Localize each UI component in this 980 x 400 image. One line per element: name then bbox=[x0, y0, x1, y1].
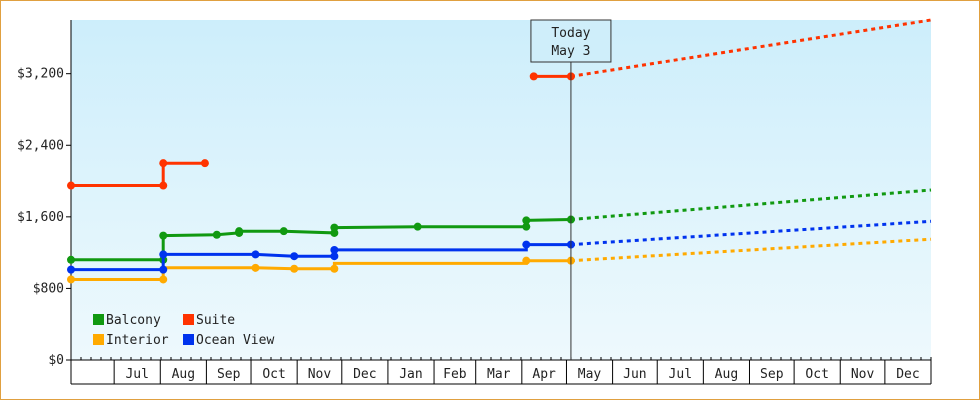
balcony-point bbox=[330, 223, 339, 232]
ocean-view-point bbox=[159, 250, 168, 259]
ocean-view-point bbox=[330, 252, 339, 261]
suite-point bbox=[67, 181, 75, 190]
x-tick-label: Oct bbox=[262, 367, 285, 382]
ocean-view-point bbox=[290, 252, 299, 261]
ocean-view-point bbox=[522, 240, 531, 249]
balcony-legend-label: Balcony bbox=[106, 313, 161, 328]
interior-point bbox=[159, 275, 168, 284]
ocean-view-point bbox=[330, 245, 339, 254]
y-tick-label: $1,600 bbox=[17, 210, 64, 225]
interior-legend-label: Interior bbox=[106, 333, 169, 348]
interior-point bbox=[251, 263, 260, 272]
balcony-point bbox=[413, 222, 422, 231]
x-tick-label: Sep bbox=[760, 367, 784, 382]
x-tick-label: Jul bbox=[669, 367, 692, 382]
interior-point bbox=[290, 264, 299, 273]
suite-point bbox=[159, 159, 168, 168]
suite-history-line bbox=[71, 161, 205, 187]
suite-legend-swatch bbox=[183, 314, 194, 325]
suite-point bbox=[159, 181, 168, 190]
x-tick-label: Dec bbox=[896, 367, 919, 382]
y-tick-label: $0 bbox=[48, 353, 64, 368]
y-tick-label: $800 bbox=[33, 281, 64, 296]
x-tick-label: Jun bbox=[623, 367, 646, 382]
x-tick-label: Aug bbox=[172, 367, 195, 382]
x-tick-label: Aug bbox=[715, 367, 738, 382]
ocean-view-legend-swatch bbox=[183, 334, 194, 345]
x-tick-label: Mar bbox=[487, 367, 511, 382]
x-tick-label: Nov bbox=[851, 367, 875, 382]
x-tick-label: May bbox=[578, 367, 602, 382]
interior-point bbox=[522, 256, 531, 265]
x-tick-label: Feb bbox=[443, 367, 467, 382]
today-label: Today bbox=[551, 26, 590, 41]
ocean-view-point bbox=[251, 250, 260, 259]
balcony-point bbox=[212, 230, 221, 239]
interior-point bbox=[67, 275, 75, 284]
x-tick-label: Apr bbox=[532, 367, 556, 382]
plot-background bbox=[71, 20, 931, 360]
x-tick-label: Oct bbox=[805, 367, 828, 382]
balcony-point bbox=[67, 255, 75, 264]
x-tick-label: Nov bbox=[308, 367, 332, 382]
balcony-point bbox=[279, 227, 288, 236]
suite-point bbox=[200, 159, 209, 168]
interior-point bbox=[330, 264, 339, 273]
ocean-view-legend-label: Ocean View bbox=[196, 333, 274, 348]
balcony-legend-swatch bbox=[93, 314, 104, 325]
x-tick-label: Jan bbox=[399, 367, 422, 382]
today-date-label: May 3 bbox=[551, 44, 590, 59]
suite-point bbox=[529, 72, 538, 81]
interior-legend-swatch bbox=[93, 334, 104, 345]
x-tick-label: Sep bbox=[217, 367, 241, 382]
today-box bbox=[530, 19, 612, 63]
y-tick-label: $3,200 bbox=[17, 67, 64, 82]
y-tick-label: $2,400 bbox=[17, 138, 64, 153]
balcony-point bbox=[522, 216, 531, 225]
suite-legend-label: Suite bbox=[196, 313, 235, 328]
ocean-view-point bbox=[67, 265, 75, 274]
ocean-view-point bbox=[159, 265, 168, 274]
balcony-point bbox=[235, 227, 244, 236]
x-tick-label: Dec bbox=[353, 367, 376, 382]
x-tick-label: Jul bbox=[125, 367, 148, 382]
balcony-point bbox=[159, 231, 168, 240]
balcony-point bbox=[522, 222, 531, 231]
